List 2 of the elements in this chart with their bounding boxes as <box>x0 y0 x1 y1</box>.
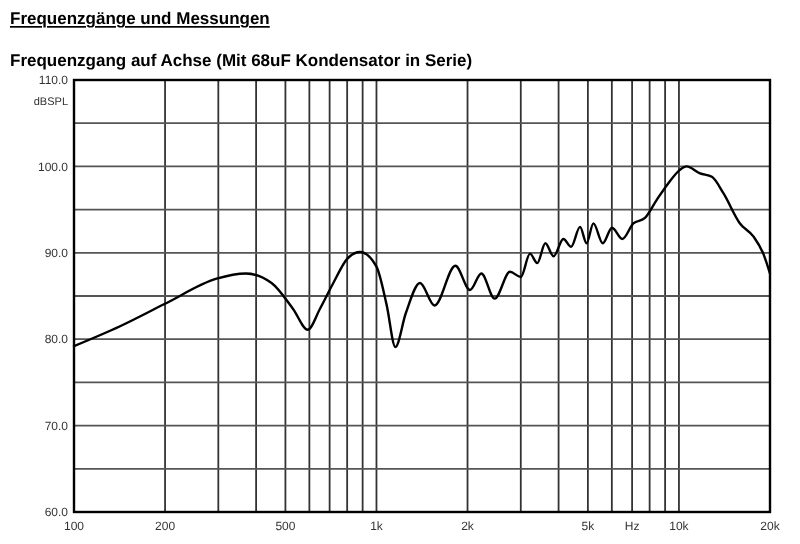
chart-title: Frequenzgänge und Messungen <box>10 8 270 28</box>
chart-subtitle: Frequenzgang auf Achse (Mit 68uF Kondensator in Serie) <box>10 50 473 70</box>
